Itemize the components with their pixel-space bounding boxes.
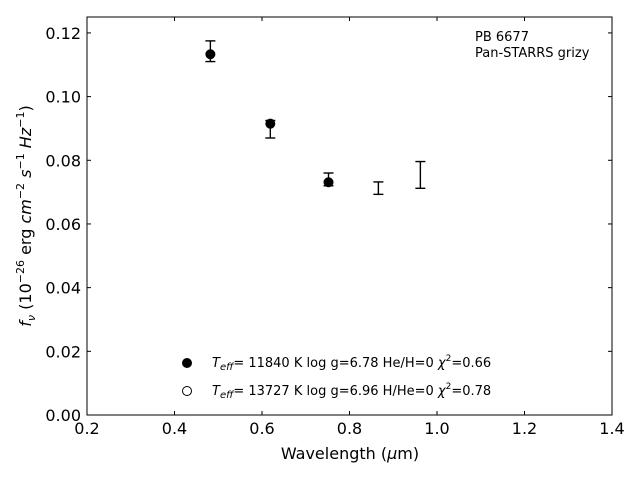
y-tick-label: 0.02 — [45, 342, 81, 361]
x-tick-label: 0.8 — [337, 419, 362, 438]
y-tick-label: 0.12 — [45, 24, 81, 43]
x-tick-labels: 0.2 0.4 0.6 0.8 1.0 1.2 1.4 — [74, 419, 624, 438]
x-tick-label: 0.6 — [249, 419, 274, 438]
data-points — [205, 49, 334, 188]
legend-marker-open — [182, 386, 192, 396]
x-tick-label: 1.2 — [512, 419, 537, 438]
x-tick-label: 0.2 — [74, 419, 99, 438]
error-bars — [205, 40, 426, 196]
annotation-photometry: Pan-STARRS grizy — [475, 46, 590, 61]
y-tick-label: 0.06 — [45, 215, 81, 234]
error-bar — [373, 181, 384, 196]
x-tick-label: 1.4 — [599, 419, 624, 438]
x-axis-label: Wavelength (μm) — [281, 444, 419, 463]
error-bar — [415, 160, 426, 189]
x-tick-label: 0.4 — [162, 419, 187, 438]
y-tick-labels: 0.00 0.02 0.04 0.06 0.08 0.10 0.12 — [45, 24, 81, 425]
y-tick-label: 0.10 — [45, 88, 81, 107]
legend-entry-1: Teff= 11840 K log g=6.78 He/H=0 χ2=0.66 — [212, 354, 491, 373]
model-point-filled — [323, 177, 334, 188]
model-point-filled — [265, 118, 276, 129]
y-tick-label: 0.00 — [45, 406, 81, 425]
y-axis-label: fν (10−26 erg cm−2 s−1 Hz−1) — [14, 105, 38, 326]
y-tick-label: 0.04 — [45, 279, 81, 298]
axis-ticks — [86, 17, 613, 416]
x-tick-label: 1.0 — [424, 419, 449, 438]
legend: Teff= 11840 K log g=6.78 He/H=0 χ2=0.66 … — [182, 354, 491, 401]
y-tick-label: 0.08 — [45, 151, 81, 170]
legend-marker-filled — [182, 358, 192, 368]
model-point-filled — [205, 49, 216, 60]
legend-entry-2: Teff= 13727 K log g=6.96 H/He=0 χ2=0.78 — [212, 382, 491, 401]
annotation-object-name: PB 6677 — [475, 30, 529, 45]
